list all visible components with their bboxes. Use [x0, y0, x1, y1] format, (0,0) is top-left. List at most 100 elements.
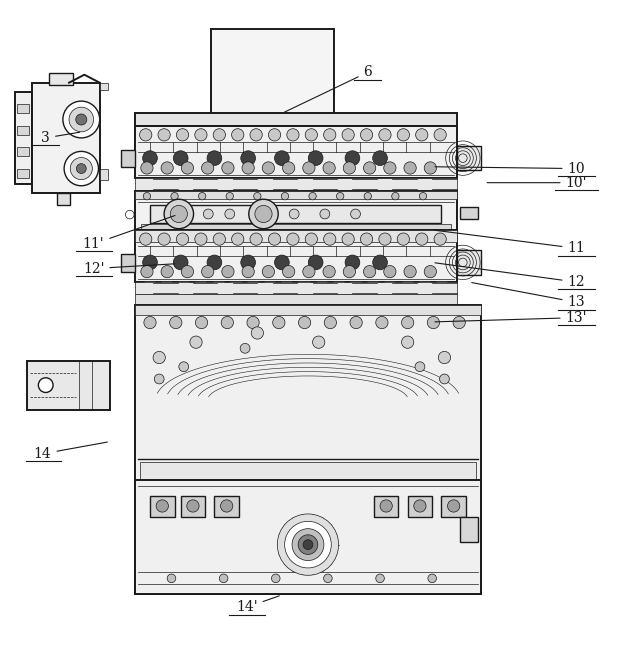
Bar	[135, 191, 457, 199]
Circle shape	[64, 151, 98, 186]
Circle shape	[154, 374, 164, 384]
Circle shape	[323, 162, 335, 174]
Circle shape	[303, 162, 315, 174]
Circle shape	[434, 129, 446, 141]
Circle shape	[139, 129, 152, 141]
Circle shape	[323, 265, 335, 278]
Circle shape	[142, 151, 157, 166]
Circle shape	[226, 192, 233, 200]
Circle shape	[196, 317, 207, 329]
Bar	[135, 480, 481, 593]
Bar	[100, 83, 108, 90]
Circle shape	[397, 233, 410, 245]
Bar	[135, 177, 457, 191]
Circle shape	[249, 200, 278, 229]
Circle shape	[156, 500, 168, 512]
Circle shape	[285, 521, 331, 568]
Circle shape	[363, 265, 376, 278]
Circle shape	[324, 574, 332, 582]
Circle shape	[63, 101, 100, 138]
Circle shape	[187, 500, 199, 512]
Circle shape	[173, 255, 188, 270]
Circle shape	[404, 162, 416, 174]
Bar	[139, 462, 477, 480]
Circle shape	[250, 233, 262, 245]
Circle shape	[413, 500, 426, 512]
Bar	[135, 230, 457, 282]
Circle shape	[179, 362, 189, 372]
Bar	[212, 179, 223, 185]
Bar	[333, 179, 344, 185]
Circle shape	[402, 317, 413, 329]
Circle shape	[342, 233, 354, 245]
Circle shape	[173, 151, 188, 166]
Bar	[178, 179, 189, 185]
Circle shape	[379, 129, 391, 141]
Bar	[316, 179, 327, 185]
Circle shape	[298, 317, 311, 329]
Circle shape	[448, 500, 460, 512]
Text: 11: 11	[435, 230, 585, 255]
Bar	[230, 179, 241, 185]
Circle shape	[232, 233, 244, 245]
Circle shape	[207, 255, 222, 270]
Bar	[32, 83, 100, 193]
Circle shape	[287, 233, 299, 245]
Bar	[17, 168, 29, 177]
Text: 14: 14	[34, 442, 108, 461]
Bar	[15, 92, 32, 184]
Text: 13': 13'	[435, 311, 587, 324]
Circle shape	[254, 192, 261, 200]
Circle shape	[350, 209, 360, 219]
Circle shape	[141, 162, 153, 174]
Circle shape	[303, 540, 313, 549]
Bar	[178, 281, 189, 286]
Circle shape	[158, 233, 170, 245]
Circle shape	[199, 192, 206, 200]
Circle shape	[282, 162, 295, 174]
Bar	[418, 179, 430, 185]
Circle shape	[360, 233, 373, 245]
Text: 3: 3	[41, 131, 80, 145]
Bar	[402, 179, 412, 185]
Circle shape	[428, 574, 436, 582]
Circle shape	[434, 233, 446, 245]
Circle shape	[337, 192, 344, 200]
Circle shape	[251, 327, 264, 339]
Circle shape	[324, 317, 337, 329]
Circle shape	[232, 129, 244, 141]
Circle shape	[272, 574, 280, 582]
Circle shape	[269, 233, 280, 245]
Bar	[135, 306, 481, 593]
Circle shape	[195, 129, 207, 141]
Bar	[121, 254, 135, 272]
Bar	[460, 207, 478, 220]
Circle shape	[402, 336, 413, 348]
Circle shape	[438, 352, 451, 363]
Bar	[141, 224, 451, 230]
Bar	[181, 495, 206, 517]
Circle shape	[202, 265, 214, 278]
Circle shape	[308, 151, 323, 166]
Circle shape	[202, 162, 214, 174]
Circle shape	[415, 362, 425, 372]
Bar	[384, 281, 396, 286]
Circle shape	[415, 233, 428, 245]
Circle shape	[453, 317, 465, 329]
Circle shape	[219, 574, 228, 582]
Circle shape	[190, 336, 202, 348]
Bar	[374, 495, 399, 517]
Circle shape	[143, 192, 150, 200]
Circle shape	[305, 129, 318, 141]
Circle shape	[415, 129, 428, 141]
Circle shape	[126, 211, 134, 219]
Circle shape	[71, 157, 92, 179]
Circle shape	[379, 233, 391, 245]
Circle shape	[282, 265, 295, 278]
Bar	[460, 517, 478, 541]
Bar	[247, 179, 258, 185]
Circle shape	[142, 255, 157, 270]
Bar	[436, 179, 447, 185]
Circle shape	[262, 162, 275, 174]
Circle shape	[309, 192, 316, 200]
